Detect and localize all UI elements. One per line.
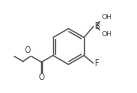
Text: O: O — [38, 73, 44, 82]
Text: OH: OH — [102, 14, 112, 20]
Text: OH: OH — [102, 31, 112, 37]
Text: F: F — [94, 59, 98, 68]
Text: O: O — [25, 46, 31, 55]
Text: B: B — [95, 22, 100, 31]
